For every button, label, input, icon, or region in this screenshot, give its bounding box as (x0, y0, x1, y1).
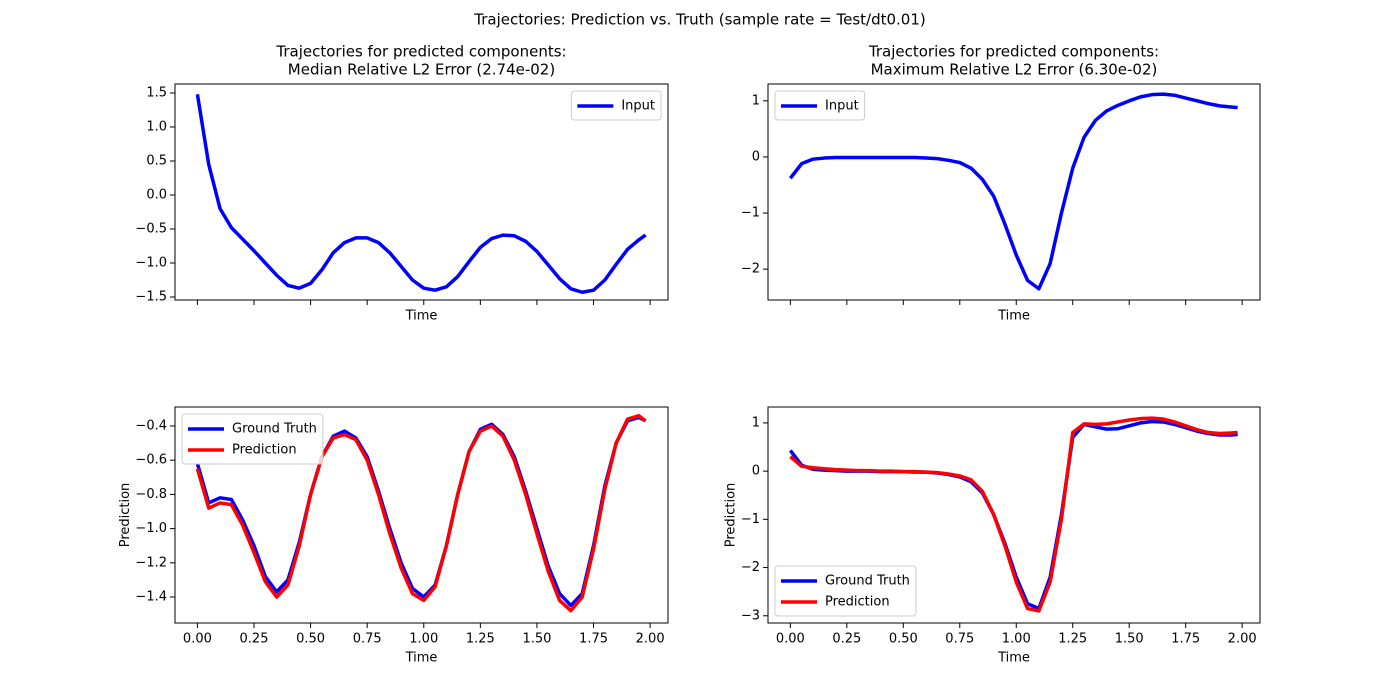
series-line (788, 92, 1238, 291)
series-line (789, 416, 1238, 613)
x-tick-label: 1.75 (1171, 632, 1200, 647)
y-tick-label: 1.0 (146, 119, 167, 134)
x-tick-label: 0.75 (945, 632, 974, 647)
x-tick-label: 1.50 (522, 632, 551, 647)
series-line (195, 415, 647, 608)
legend-label: Prediction (232, 443, 297, 458)
y-axis-label: Prediction (723, 483, 738, 548)
y-tick-label: −0.6 (135, 453, 167, 468)
x-tick-label: 1.00 (409, 632, 438, 647)
series-line (195, 94, 647, 294)
y-tick-label: 0.0 (146, 187, 167, 202)
legend: Input (570, 90, 662, 121)
x-tick-label: 1.25 (466, 632, 495, 647)
y-tick-label: −2 (741, 262, 760, 277)
x-tick-label: 0.25 (832, 632, 861, 647)
y-tick-label: 1 (752, 93, 760, 108)
x-tick-label: 1.25 (1058, 632, 1087, 647)
x-axis-label: Time (405, 309, 438, 324)
y-tick-label: 0.5 (146, 153, 167, 168)
x-tick-label: 1.00 (1002, 632, 1031, 647)
x-tick-label: 0.50 (296, 632, 325, 647)
y-tick-label: −0.8 (135, 487, 167, 502)
legend-label: Input (825, 99, 859, 114)
y-tick-label: −1.5 (135, 290, 167, 305)
chart-title: Median Relative L2 Error (2.74e-02) (288, 61, 555, 79)
legend: Ground Truth Prediction (774, 565, 917, 617)
y-tick-label: −1.0 (135, 521, 167, 536)
figure-title: Trajectories: Prediction vs. Truth (samp… (473, 11, 926, 29)
y-tick-label: −0.4 (135, 418, 167, 433)
x-tick-label: 0.00 (776, 632, 805, 647)
y-axis-label: Prediction (118, 483, 133, 548)
y-tick-label: −1 (741, 512, 760, 527)
legend: Ground Truth Prediction (181, 413, 324, 465)
legend-label: Ground Truth (232, 422, 317, 437)
y-tick-label: −1.2 (135, 555, 167, 570)
axes-frame (174, 406, 669, 624)
y-tick-label: −0.5 (135, 221, 167, 236)
y-tick-label: 1.5 (146, 85, 167, 100)
legend-label: Prediction (825, 595, 890, 610)
y-tick-label: −3 (741, 608, 760, 623)
y-tick-label: −1.4 (135, 590, 167, 605)
axes-frame (767, 83, 1261, 301)
x-tick-label: 2.00 (1228, 632, 1257, 647)
y-tick-label: −1.0 (135, 256, 167, 271)
x-tick-label: 0.00 (183, 632, 212, 647)
series-line (195, 413, 647, 613)
axes-frame (174, 83, 669, 301)
legend-box (774, 90, 866, 121)
legend-label: Ground Truth (825, 574, 910, 589)
y-tick-label: −2 (741, 560, 760, 575)
x-tick-label: 1.50 (1115, 632, 1144, 647)
legend-box (570, 90, 662, 121)
x-tick-label: 0.25 (240, 632, 269, 647)
x-axis-label: Time (997, 309, 1030, 324)
x-tick-label: 1.75 (579, 632, 608, 647)
chart-title: Trajectories for predicted components: (275, 43, 566, 61)
legend-label: Input (621, 99, 655, 114)
y-tick-label: −1 (741, 206, 760, 221)
legend: Input (774, 90, 866, 121)
chart-title: Maximum Relative L2 Error (6.30e-02) (871, 61, 1158, 79)
axes-frame (767, 406, 1261, 624)
x-axis-label: Time (997, 651, 1030, 666)
x-axis-label: Time (405, 651, 438, 666)
y-tick-label: 0 (752, 464, 760, 479)
chart-title: Trajectories for predicted components: (868, 43, 1159, 61)
x-tick-label: 0.75 (353, 632, 382, 647)
x-tick-label: 2.00 (636, 632, 665, 647)
x-tick-label: 0.50 (889, 632, 918, 647)
y-tick-label: 0 (752, 149, 760, 164)
y-tick-label: 1 (752, 415, 760, 430)
